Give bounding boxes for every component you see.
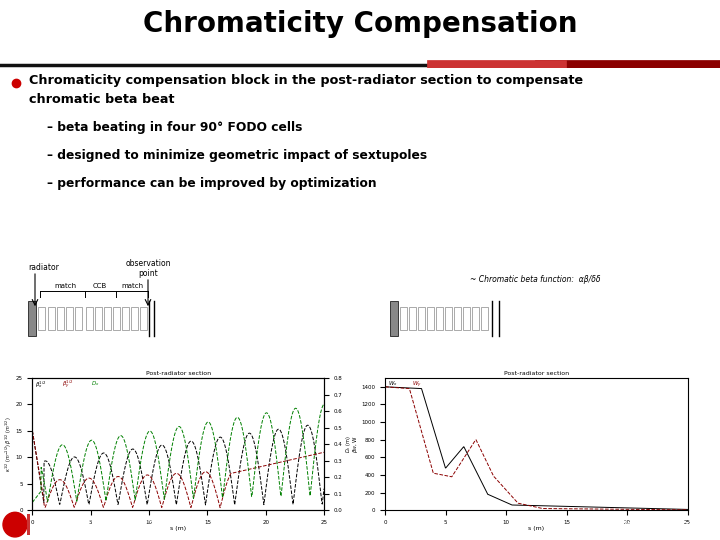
Text: ~ Chromatic beta function:  αβ/δδ: ~ Chromatic beta function: αβ/δδ [470,275,600,284]
Bar [66,307,73,330]
Bar [472,307,479,330]
Bar [27,514,30,535]
Bar [122,307,129,330]
Bar [28,301,36,336]
Bar [436,307,443,330]
Bar [75,307,82,330]
Bar [400,307,407,330]
Bar [113,307,120,330]
Text: – beta beating in four 90° FODO cells: – beta beating in four 90° FODO cells [47,121,302,134]
Text: $\beta_y^{1/2}$: $\beta_y^{1/2}$ [62,379,73,392]
Text: CCB: CCB [93,283,107,289]
Text: Jefferson Lab: Jefferson Lab [624,519,696,530]
Bar [390,301,398,336]
Title: Post-radiator section: Post-radiator section [145,371,211,376]
Text: point: point [138,269,158,278]
Text: – designed to minimize geometric impact of sextupoles: – designed to minimize geometric impact … [47,149,427,162]
Text: AccApp’17, Quebec City, QC, Canada: AccApp’17, Quebec City, QC, Canada [35,515,192,524]
Bar [104,307,111,330]
Text: $\beta_x^{1/2}$: $\beta_x^{1/2}$ [35,379,47,390]
Text: – performance can be improved by optimization: – performance can be improved by optimiz… [47,177,377,190]
Text: Chromaticity Compensation: Chromaticity Compensation [143,10,577,38]
Title: Post-radiator section: Post-radiator section [504,371,569,376]
Text: match: match [54,283,76,289]
Bar [57,307,64,330]
Bar [445,307,452,330]
X-axis label: s (m): s (m) [170,526,186,531]
Text: $W_y$: $W_y$ [413,379,422,389]
X-axis label: s (m): s (m) [528,526,544,531]
Bar [418,307,425,330]
Text: $W_x$: $W_x$ [388,379,398,388]
Text: observation: observation [125,259,171,268]
Text: $D_x$: $D_x$ [91,379,99,388]
Bar [48,307,55,330]
Y-axis label: $D_x$ (m): $D_x$ (m) [344,435,353,453]
Text: match: match [121,283,143,289]
Text: radiator: radiator [28,263,59,272]
Text: Chromaticity compensation block in the post-radiator section to compensate: Chromaticity compensation block in the p… [29,74,583,87]
Bar [95,307,102,330]
Bar [38,307,45,330]
Y-axis label: $\beta_W$, W: $\beta_W$, W [351,435,360,453]
Bar [481,307,488,330]
Y-axis label: $\kappa^{1/2}$ ($m^{-1/2}$) $\beta^{1/2}$ ($m^{1/2}$): $\kappa^{1/2}$ ($m^{-1/2}$) $\beta^{1/2}… [4,416,14,472]
Bar [409,307,416,330]
Bar [454,307,461,330]
Circle shape [3,512,27,537]
Bar [131,307,138,330]
Bar [140,307,147,330]
Text: chromatic beta beat: chromatic beta beat [29,93,174,106]
Text: 17: 17 [352,518,368,531]
Bar [86,307,93,330]
Bar [463,307,470,330]
Bar [427,307,434,330]
Text: July 31, 2017: July 31, 2017 [35,525,90,534]
